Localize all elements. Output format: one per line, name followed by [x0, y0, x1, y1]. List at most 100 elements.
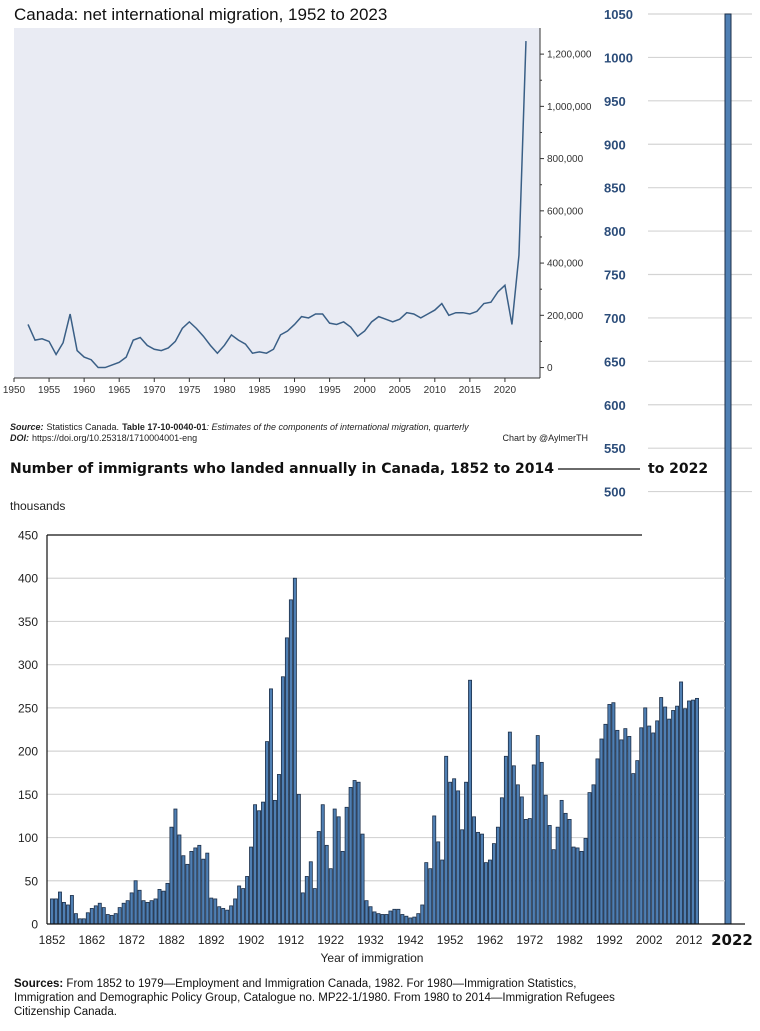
- bar-1911: [284, 637, 289, 925]
- bar-2011: [683, 708, 688, 925]
- bar-1972: [527, 818, 532, 925]
- right-tick-label: 550: [604, 441, 626, 456]
- right-tick-label: 850: [604, 181, 626, 196]
- bar-1861: [85, 912, 90, 925]
- line-x-tick-label: 1955: [38, 385, 61, 396]
- bar-y-tick-label: 50: [25, 874, 39, 888]
- bar-1941: [404, 915, 409, 925]
- right-tick-label: 750: [604, 268, 626, 283]
- line-x-tick-label: 2000: [354, 385, 377, 396]
- bar-chart-x-label: Year of immigration: [321, 951, 424, 965]
- bar-1983: [571, 846, 576, 925]
- bar-1865: [101, 907, 106, 925]
- bar-1916: [304, 876, 309, 925]
- bar-1881: [165, 882, 170, 925]
- bar-1868: [113, 913, 118, 925]
- line-y-tick-label: 600,000: [547, 206, 584, 217]
- bar-1933: [372, 911, 377, 925]
- bar-1980: [559, 799, 564, 925]
- bar-1895: [221, 908, 226, 925]
- sources-line-1: Sources: From 1852 to 1979—Employment an…: [14, 978, 577, 990]
- bar-1962: [488, 859, 492, 925]
- line-x-tick-label: 1965: [108, 385, 131, 396]
- bar-1876: [145, 901, 150, 925]
- right-axis-background: [593, 0, 760, 478]
- bar-1923: [332, 808, 337, 925]
- bar-x-tick-label: 1892: [198, 933, 225, 947]
- bar-1882: [169, 826, 174, 925]
- bar-chart-title-suffix: to 2022: [648, 461, 708, 477]
- bar-1869: [117, 907, 122, 925]
- line-chart-net-migration: 1950 1955 1960 1965 1970 1975 1980 1985 1990 1995…: [3, 5, 592, 443]
- bar-1989: [595, 758, 600, 925]
- line-chart-x-ticks: 1950 1955 1960 1965 1970 1975 1980 1985 1990 1995…: [3, 378, 516, 396]
- bar-1917: [308, 861, 313, 925]
- bar-1891: [205, 852, 210, 925]
- bar-1896: [225, 909, 230, 925]
- bar-1856: [65, 904, 70, 925]
- sources-note: Sources: From 1852 to 1979—Employment an…: [14, 978, 615, 1018]
- bar-1927: [348, 787, 353, 925]
- bar-1937: [388, 910, 393, 925]
- bar-y-tick-label: 400: [18, 572, 38, 586]
- bar-1898: [233, 898, 238, 925]
- right-tick-label: 650: [604, 354, 626, 369]
- bar-1967: [507, 731, 512, 925]
- bar-1931: [364, 900, 369, 925]
- line-x-tick-label: 1980: [213, 385, 236, 396]
- bar-1879: [157, 889, 162, 925]
- bar-1990: [599, 738, 604, 925]
- bar-1963: [491, 843, 496, 925]
- bar-1860: [81, 918, 86, 925]
- bar-1945: [420, 904, 425, 925]
- bar-1864: [97, 902, 102, 925]
- bar-1925: [340, 850, 345, 925]
- right-axis-2022: 500 550 600 650 700 750 800 850 900 950 1000 1050 2…: [593, 0, 760, 949]
- bar-1999: [635, 760, 640, 925]
- bar-1950: [440, 859, 445, 925]
- bar-1929: [356, 781, 361, 925]
- bar-1969: [515, 784, 520, 925]
- bar-chart-y-ticks: 0 50 100 150 200 250 300 350 400 450: [18, 529, 38, 932]
- bar-1913: [292, 577, 297, 925]
- bar-1903: [253, 804, 258, 925]
- bar-1892: [209, 897, 214, 925]
- right-tick-label: 1050: [604, 7, 633, 22]
- bar-1888: [193, 847, 198, 925]
- bar-1873: [133, 880, 138, 925]
- right-axis-tick-labels: 500 550 600 650 700 750 800 850 900 950 1000 1050: [604, 7, 633, 500]
- source-text: Statistics Canada.: [47, 422, 120, 432]
- line-chart-title: Canada: net international migration, 195…: [14, 5, 387, 24]
- bar-1979: [555, 826, 560, 925]
- bar-1984: [575, 847, 580, 925]
- bar-1946: [424, 862, 429, 925]
- bar-1889: [197, 844, 202, 925]
- doi-label: DOI:: [10, 433, 29, 443]
- bar-1987: [587, 792, 592, 925]
- bar-1959: [476, 831, 480, 925]
- bar-1998: [631, 773, 636, 925]
- bar-1956: [464, 781, 469, 925]
- bar-1875: [141, 900, 146, 925]
- bar-1863: [93, 905, 98, 925]
- bar-1887: [189, 850, 194, 925]
- bar-x-tick-label: 2012: [676, 933, 703, 947]
- bar-x-tick-label: 1972: [516, 933, 543, 947]
- bar-1996: [623, 728, 628, 925]
- bar-1943: [412, 916, 417, 925]
- bar-1977: [547, 825, 552, 925]
- bar-1886: [185, 863, 190, 925]
- right-tick-label: 700: [604, 311, 626, 326]
- bar-chart-immigrants: Number of immigrants who landed annually…: [10, 461, 745, 965]
- bar-1855: [61, 901, 66, 925]
- bar-1994: [615, 729, 620, 925]
- bar-1890: [201, 858, 206, 925]
- bar-1940: [400, 914, 405, 925]
- bar-1897: [229, 905, 234, 925]
- bar-x-tick-label: 1882: [158, 933, 185, 947]
- bar-chart-title: Number of immigrants who landed annually…: [10, 461, 554, 477]
- bar-x-tick-label: 1852: [39, 933, 66, 947]
- bar-y-tick-label: 0: [31, 918, 38, 932]
